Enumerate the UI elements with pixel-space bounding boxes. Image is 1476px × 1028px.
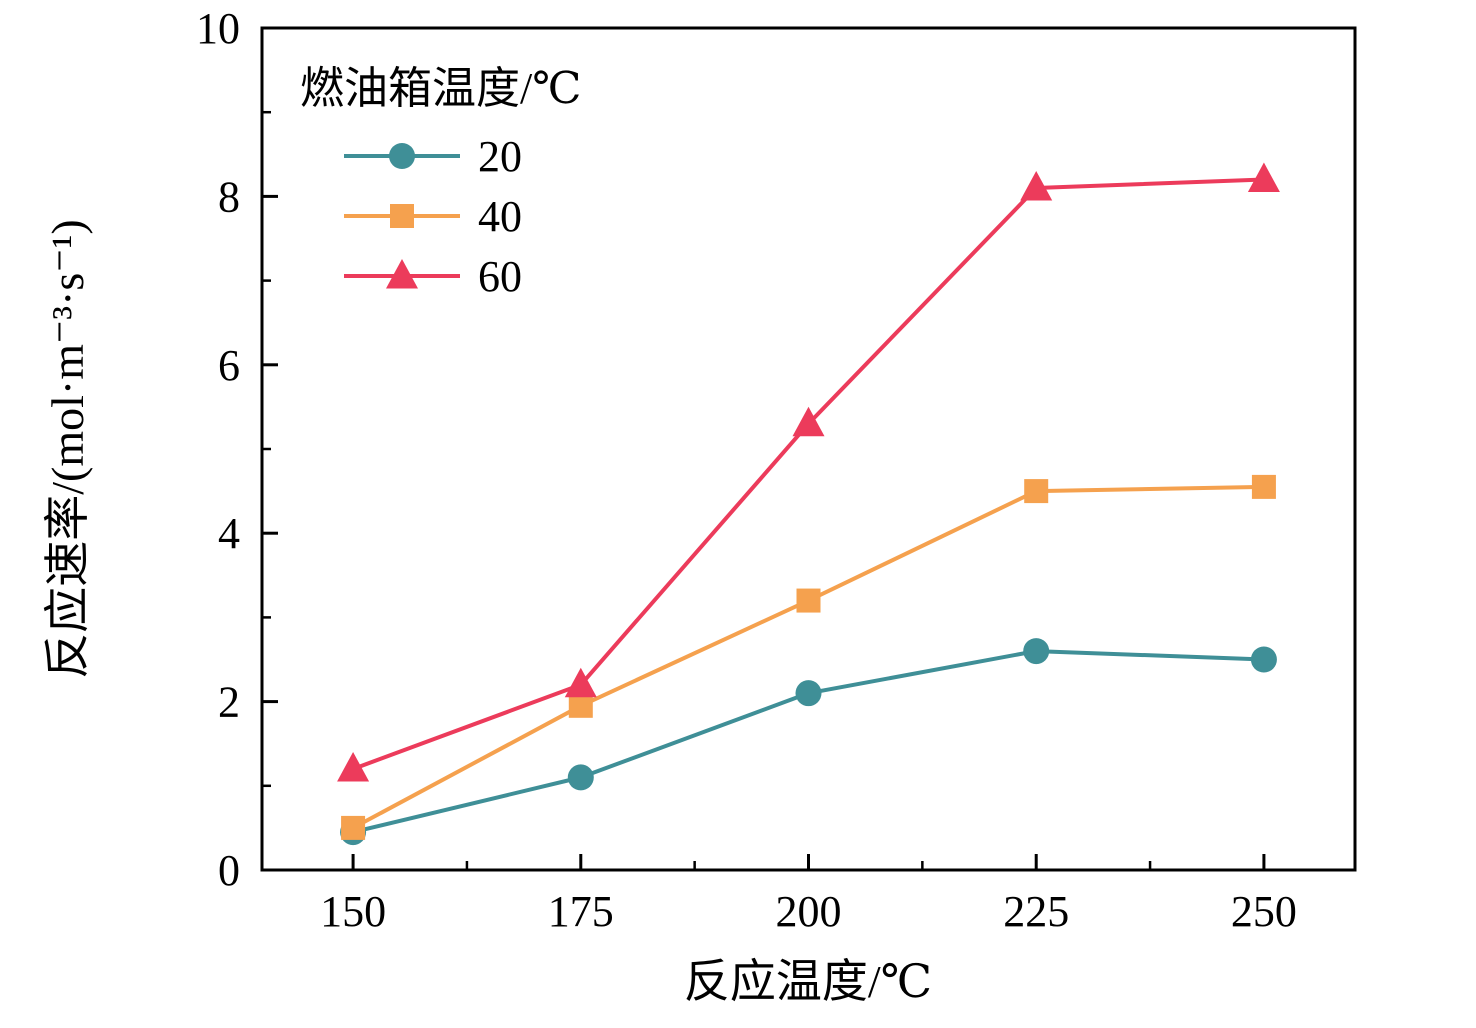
y-tick-label: 6	[218, 341, 240, 390]
data-point-marker	[1024, 479, 1049, 504]
data-point-marker	[567, 764, 594, 791]
data-point-marker	[795, 680, 822, 707]
legend: 燃油箱温度/℃ 20 40 60	[300, 52, 581, 306]
data-point-marker	[1020, 170, 1053, 201]
x-tick-label: 200	[776, 887, 842, 936]
data-point-marker	[341, 815, 366, 840]
series-20	[340, 638, 1277, 846]
y-tick-label: 10	[196, 4, 240, 53]
data-point-marker	[1247, 162, 1280, 193]
legend-swatch	[344, 143, 460, 169]
legend-title: 燃油箱温度/℃	[300, 64, 582, 113]
data-point-marker	[1023, 638, 1050, 665]
series-line	[352, 484, 1264, 830]
data-point-marker	[792, 406, 825, 437]
data-point-marker	[564, 667, 597, 698]
y-tick-label: 8	[218, 172, 240, 221]
x-axis-title: 反应温度/℃	[683, 956, 933, 1007]
axes: 0 2 4 6 8 10 150 175 200 225 250	[196, 4, 1297, 936]
series-line	[352, 649, 1264, 835]
legend-item: 20	[300, 126, 581, 186]
x-tick-label: 225	[1003, 887, 1069, 936]
x-tick-label: 175	[548, 887, 614, 936]
legend-items: 20 40 60	[300, 126, 581, 306]
x-tick-label: 150	[320, 887, 386, 936]
legend-item: 40	[300, 186, 581, 246]
data-point-marker	[1250, 646, 1277, 673]
series-60	[337, 162, 1280, 782]
y-tick-label: 0	[218, 846, 240, 895]
circle-marker-icon	[389, 143, 415, 169]
y-tick-label: 4	[218, 509, 240, 558]
series-40	[341, 474, 1276, 840]
legend-item-label: 60	[478, 251, 522, 301]
data-point-marker	[796, 588, 821, 613]
data-point-marker	[1251, 474, 1276, 499]
legend-item-label: 20	[478, 131, 522, 181]
x-tick-label: 250	[1231, 887, 1297, 936]
data-point-marker	[568, 693, 593, 718]
square-marker-icon	[390, 204, 414, 228]
y-axis-title: 反应速率/(mol·m⁻³·s⁻¹)	[42, 219, 93, 679]
y-tick-label: 2	[218, 678, 240, 727]
legend-swatch	[344, 259, 460, 289]
legend-swatch	[344, 204, 460, 228]
legend-item-label: 40	[478, 191, 522, 241]
legend-item: 60	[300, 246, 581, 306]
triangle-marker-icon	[386, 259, 418, 289]
data-point-marker	[337, 751, 370, 782]
